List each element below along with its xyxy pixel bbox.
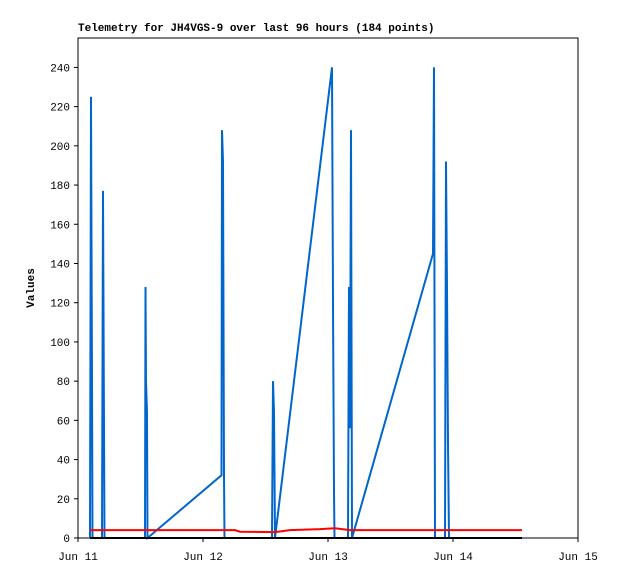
- y-tick-label: 60: [57, 416, 70, 428]
- y-tick-label: 100: [50, 338, 70, 350]
- series-line: [90, 527, 522, 534]
- y-tick-label: 180: [50, 181, 70, 193]
- x-tick-label: Jun 11: [58, 552, 98, 564]
- x-tick-label: Jun 14: [433, 552, 473, 564]
- series-line: [89, 67, 450, 541]
- x-tick-label: Jun 13: [308, 552, 348, 564]
- y-tick-label: 200: [50, 142, 70, 154]
- y-tick-label: 120: [50, 299, 70, 311]
- y-tick-label: 140: [50, 259, 70, 271]
- y-tick-label: 160: [50, 220, 70, 232]
- y-tick-label: 40: [57, 456, 70, 468]
- y-tick-label: 240: [50, 63, 70, 75]
- chart-title: Telemetry for JH4VGS-9 over last 96 hour…: [78, 23, 434, 35]
- x-tick-label: Jun 12: [183, 552, 223, 564]
- x-tick-label: Jun 15: [558, 552, 598, 564]
- y-tick-label: 20: [57, 495, 70, 507]
- y-tick-label: 0: [63, 534, 70, 546]
- y-tick-label: 80: [57, 377, 70, 389]
- y-tick-label: 220: [50, 103, 70, 115]
- y-axis-label: Values: [26, 268, 38, 308]
